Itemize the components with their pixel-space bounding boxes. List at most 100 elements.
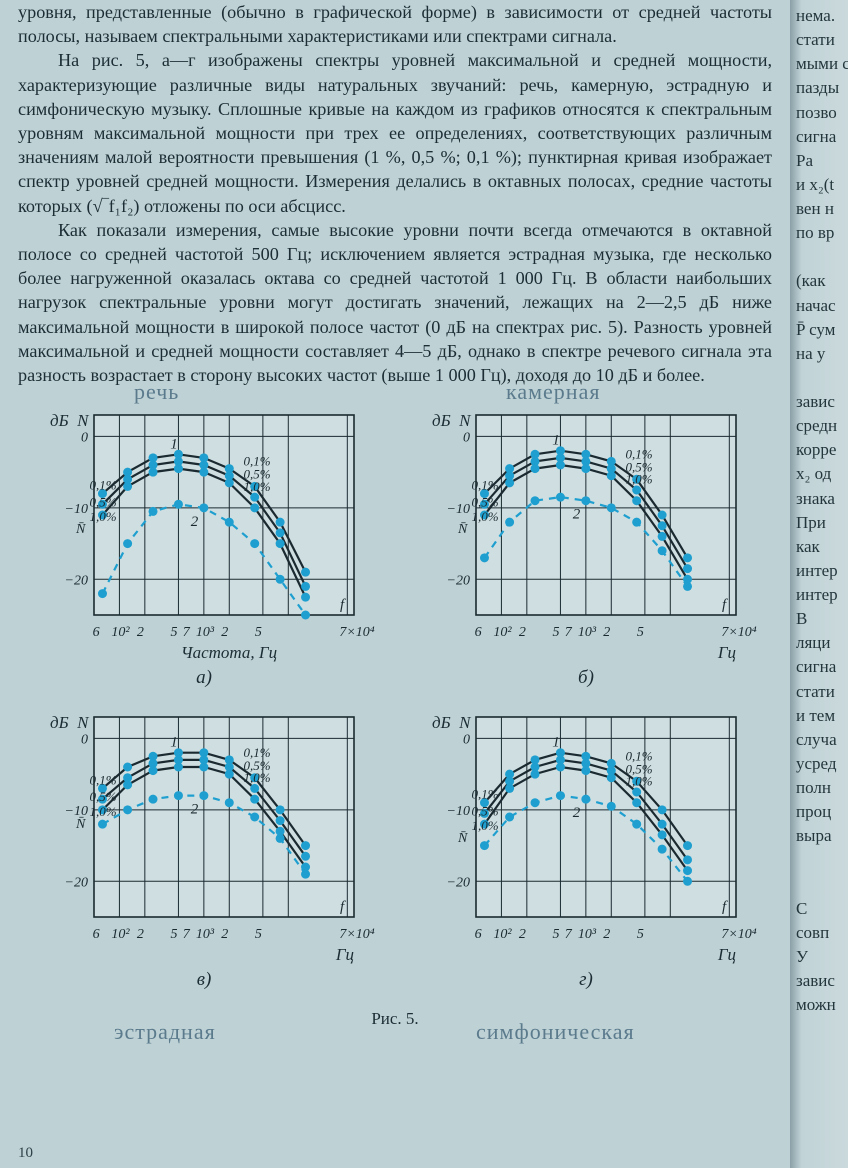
gutter-fragment: С [796,897,848,921]
svg-text:0,5%: 0,5% [472,495,499,510]
x-tick-row: 610²25710³257×10⁴ [426,927,746,945]
gutter-fragment: ляци [796,631,848,655]
x-axis-label: Гц [94,945,364,965]
gutter-fragment: У [796,945,848,969]
svg-text:−10: −10 [65,502,88,517]
svg-text:1: 1 [170,437,178,453]
svg-text:1: 1 [552,735,560,751]
gutter-fragment: позво [796,101,848,125]
gutter-fragment: стати [796,680,848,704]
gutter-fragment: знака [796,487,848,511]
gutter-fragment: завис [796,969,848,993]
svg-text:1,0%: 1,0% [90,804,117,819]
svg-text:−10: −10 [447,804,470,819]
svg-text:2: 2 [191,514,199,530]
gutter-fragment: начас [796,294,848,318]
y-axis-label: дБ N [50,713,88,733]
adjacent-page-sliver: нема.статимыми спаздыпозвосигнаРаи x₂(tв… [790,0,848,1168]
gutter-fragment: случа [796,728,848,752]
svg-text:0,1%: 0,1% [472,478,499,493]
gutter-fragment: P̄ сум [796,318,848,342]
panel-letter: г) [426,969,746,991]
svg-text:N̄: N̄ [457,522,468,537]
chart-panel-b: камернаядБ N0−10−200,1%0,5%1,0%0,1%0,5%1… [426,405,746,689]
svg-text:0: 0 [81,733,88,748]
svg-text:0,5%: 0,5% [90,495,117,510]
paragraph-2: На рис. 5, а—г изображены спектры уровне… [18,48,772,217]
svg-text:1,0%: 1,0% [90,509,117,524]
gutter-fragment: проц [796,800,848,824]
gutter-fragment: Ра [796,149,848,173]
gutter-fragment: можн [796,993,848,1017]
gutter-fragment: корре [796,438,848,462]
chart-panel-d: симфоническаядБ N0−10−200,1%0,5%1,0%0,1%… [426,707,746,991]
handwritten-annotation: эстрадная [114,1019,216,1045]
svg-text:0: 0 [463,431,470,446]
svg-text:0,1%: 0,1% [472,787,499,802]
svg-text:1,0%: 1,0% [472,509,499,524]
x-axis-label: Гц [476,643,746,663]
gutter-fragment: завис [796,390,848,414]
paragraph-1: уровня, представленные (обычно в графиче… [18,0,772,48]
y-axis-label: дБ N [50,411,88,431]
gutter-fragment: нема. [796,4,848,28]
handwritten-annotation: речь [134,379,179,405]
svg-text:−20: −20 [447,876,470,891]
gutter-fragment: как [796,535,848,559]
gutter-fragment: и x₂(t [796,173,848,197]
svg-text:1,0%: 1,0% [625,472,652,487]
scanned-page: уровня, представленные (обычно в графиче… [0,0,790,1168]
page-number: 10 [18,1145,33,1162]
gutter-fragment: (как [796,269,848,293]
x-tick-row: 610²25710³257×10⁴ [44,625,364,643]
gutter-fragment: сигна [796,125,848,149]
gutter-fragment: x₂ од [796,462,848,486]
gutter-fragment: стати [796,28,848,52]
svg-text:2: 2 [573,507,581,523]
x-axis-label: Частота, Гц [94,643,364,663]
svg-text:N̄: N̄ [75,817,86,832]
gutter-fragment: вен н [796,197,848,221]
svg-text:0,5%: 0,5% [472,804,499,819]
svg-text:N̄: N̄ [75,522,86,537]
y-axis-label: дБ N [432,411,470,431]
chart-svg: 0−10−200,1%0,5%1,0%0,1%0,5%1,0%N̄12f [426,405,746,625]
svg-text:0: 0 [81,431,88,446]
panel-letter: а) [44,667,364,689]
gutter-fragment: мыми с [796,52,848,76]
figure-5: речьдБ N0−10−200,1%0,5%1,0%0,1%0,5%1,0%N… [18,405,772,1029]
gutter-fragment: средн [796,414,848,438]
svg-text:1,0%: 1,0% [625,774,652,789]
gutter-fragment: При [796,511,848,535]
gutter-fragment: на у [796,342,848,366]
svg-text:1,0%: 1,0% [472,818,499,833]
gutter-fragment: полн [796,776,848,800]
gutter-fragment: и тем [796,704,848,728]
gutter-fragment: выра [796,824,848,848]
panel-letter: в) [44,969,364,991]
svg-text:2: 2 [191,802,199,818]
gutter-fragment: интер [796,583,848,607]
gutter-fragment: усред [796,752,848,776]
chart-panel-c: эстраднаядБ N0−10−200,1%0,5%1,0%0,1%0,5%… [44,707,364,991]
chart-svg: 0−10−200,1%0,5%1,0%0,1%0,5%1,0%N̄12f [44,707,364,927]
gutter-fragment [796,366,848,390]
y-axis-label: дБ N [432,713,470,733]
svg-text:1,0%: 1,0% [243,479,270,494]
svg-text:N̄: N̄ [457,831,468,846]
svg-text:0,1%: 0,1% [90,478,117,493]
gutter-fragment: пазды [796,76,848,100]
gutter-fragment: по вр [796,221,848,245]
gutter-fragment: В [796,607,848,631]
svg-text:1: 1 [170,735,178,751]
x-tick-row: 610²25710³257×10⁴ [426,625,746,643]
handwritten-annotation: камерная [506,379,600,405]
svg-text:1,0%: 1,0% [243,770,270,785]
svg-text:−20: −20 [65,876,88,891]
paragraph-3: Как показали измерения, самые высокие ур… [18,218,772,387]
svg-text:0,5%: 0,5% [90,789,117,804]
x-tick-row: 610²25710³257×10⁴ [44,927,364,945]
svg-text:1: 1 [552,433,560,449]
gutter-fragment: совп [796,921,848,945]
chart-svg: 0−10−200,1%0,5%1,0%0,1%0,5%1,0%N̄12f [426,707,746,927]
